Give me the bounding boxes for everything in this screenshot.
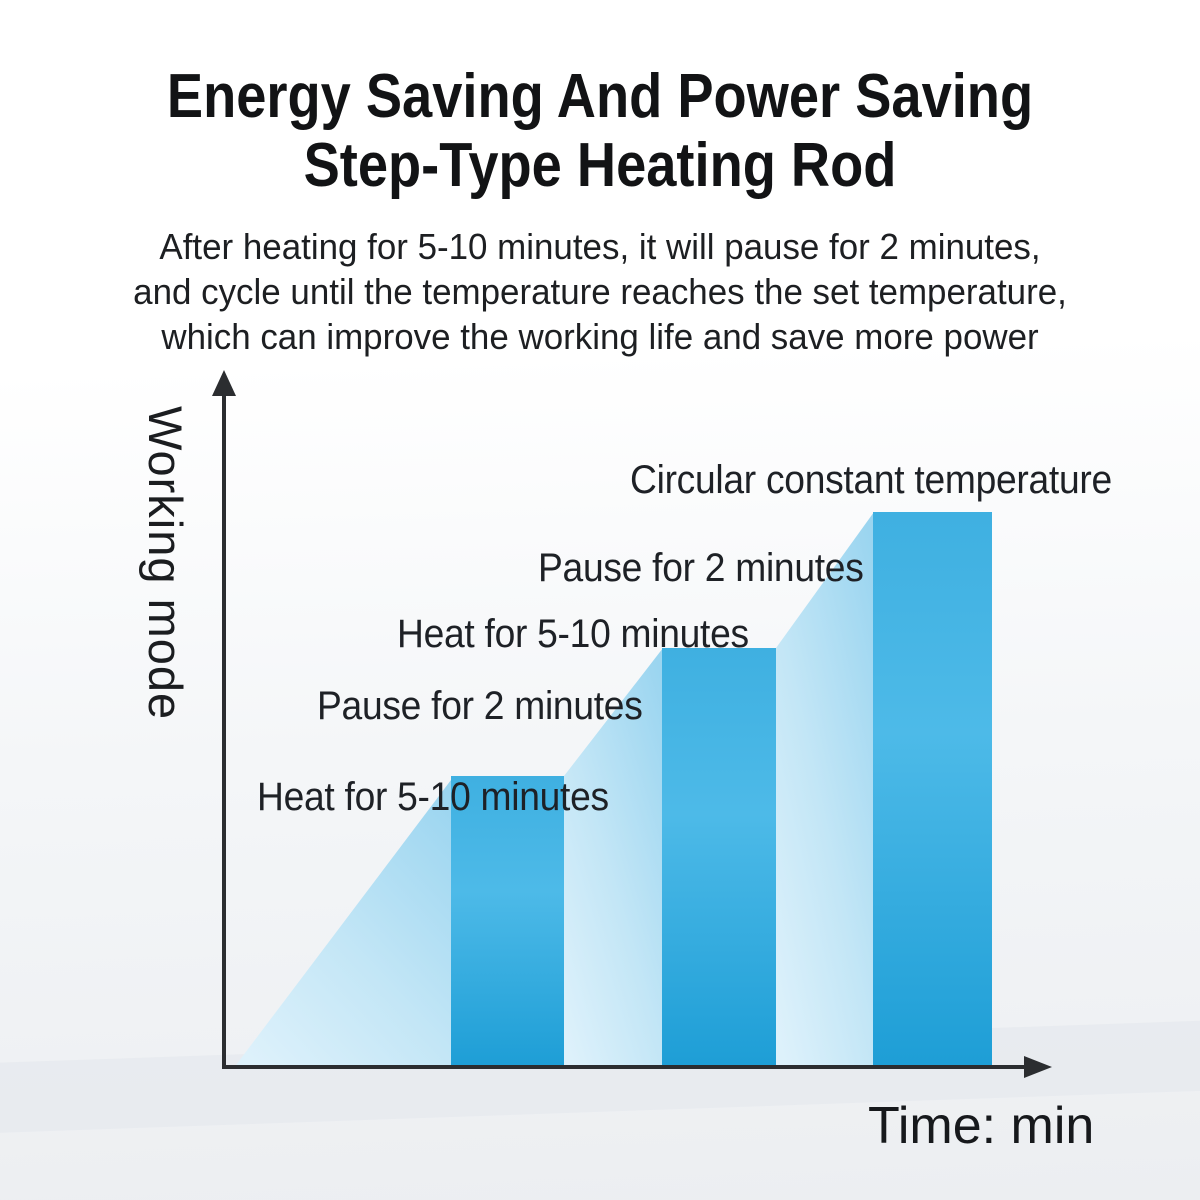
x-axis-arrow-icon: [1024, 1056, 1052, 1078]
y-axis-arrow-icon: [212, 370, 236, 396]
page-title-line2: Step-Type Heating Rod: [303, 131, 897, 200]
annotation-pause-1: Pause for 2 minutes: [317, 684, 643, 728]
page-title: Energy Saving And Power Saving Step-Type…: [75, 62, 1125, 200]
pause-bar-1: [451, 776, 564, 1065]
page-subtitle-line1: After heating for 5-10 minutes, it will …: [159, 226, 1041, 267]
annotation-pause-2: Pause for 2 minutes: [538, 546, 864, 590]
page-title-line1: Energy Saving And Power Saving: [166, 62, 1034, 131]
annotation-constant-temperature: Circular constant temperature: [630, 458, 1112, 502]
x-axis-label: Time: min: [868, 1097, 1095, 1155]
page-subtitle-line3: which can improve the working life and s…: [161, 316, 1039, 357]
page-subtitle-line2: and cycle until the temperature reaches …: [133, 271, 1067, 312]
pause-bar-2: [662, 648, 776, 1065]
annotation-heat-1: Heat for 5-10 minutes: [257, 775, 609, 819]
heat-ramp-3: [776, 512, 874, 1065]
constant-temperature-bar: [873, 512, 992, 1065]
y-axis-label: Working mode: [139, 406, 192, 721]
heat-ramp-2: [564, 648, 663, 1065]
annotation-heat-2: Heat for 5-10 minutes: [397, 612, 749, 656]
page-subtitle: After heating for 5-10 minutes, it will …: [18, 224, 1182, 359]
heat-ramp-1: [236, 776, 454, 1065]
